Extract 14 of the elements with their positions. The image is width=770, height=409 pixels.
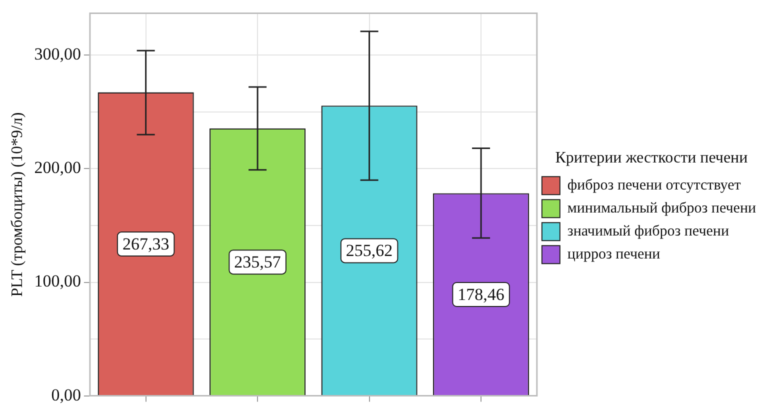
data-label: 178,46 (458, 284, 504, 304)
legend-label: минимальный фиброз печени (567, 200, 756, 217)
legend-label: цирроз печени (567, 246, 660, 263)
legend-title: Критерии жесткости печени (555, 150, 748, 167)
legend-label: фиброз печени отсутствует (567, 178, 742, 194)
data-label: 255,62 (346, 241, 393, 260)
data-label: 235,57 (234, 252, 282, 272)
y-tick-label: 100,00 (34, 272, 81, 291)
legend-label: значимый фиброз печени (567, 224, 729, 240)
y-tick-label: 300,00 (34, 44, 81, 64)
y-tick-label: 200,00 (34, 158, 81, 178)
y-tick-label: 0,00 (51, 385, 81, 404)
y-axis-title: PLT (тромбоциты) (10*9/л) (8, 112, 26, 297)
data-label: 267,33 (122, 234, 170, 254)
